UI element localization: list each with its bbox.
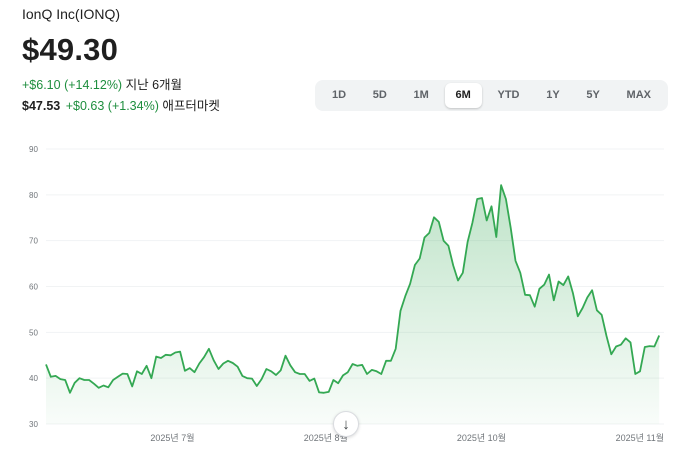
x-tick-label: 2025년 11월 xyxy=(616,432,664,443)
y-tick-label: 70 xyxy=(29,237,38,246)
tab-5d[interactable]: 5D xyxy=(372,89,387,101)
tab-ytd[interactable]: YTD xyxy=(497,89,520,101)
tab-max[interactable]: MAX xyxy=(626,89,651,101)
change-period-label: 지난 6개월 xyxy=(125,78,183,92)
tab-5y[interactable]: 5Y xyxy=(586,89,600,101)
current-price: $49.30 xyxy=(22,32,119,67)
y-tick-label: 90 xyxy=(29,145,38,154)
after-hours-change: +$0.63 xyxy=(65,99,105,113)
x-tick-label: 2025년 10월 xyxy=(457,432,506,443)
y-tick-label: 50 xyxy=(29,328,38,337)
tab-1y[interactable]: 1Y xyxy=(546,89,560,101)
scroll-down-button[interactable]: ↓ xyxy=(333,411,359,437)
x-tick-label: 2025년 8월 xyxy=(304,432,348,443)
price-change-row: +$6.10 (+14.12%) 지난 6개월 xyxy=(22,74,182,93)
tab-1m[interactable]: 1M xyxy=(413,89,429,101)
price-change: +$6.10 xyxy=(22,78,61,92)
y-tick-label: 40 xyxy=(29,374,38,383)
x-tick-label: 2025년 7월 xyxy=(150,432,194,443)
after-hours-row: $47.53 +$0.63 (+1.34%) 애프터마켓 xyxy=(22,95,220,114)
tab-6m[interactable]: 6M xyxy=(444,83,482,108)
y-tick-label: 30 xyxy=(29,420,38,429)
tab-1d[interactable]: 1D xyxy=(332,89,347,101)
price-series-line xyxy=(45,184,661,394)
after-hours-label: 애프터마켓 xyxy=(162,99,220,113)
y-tick-label: 80 xyxy=(29,191,38,200)
stock-title: IonQ Inc(IONQ) xyxy=(22,6,121,22)
arrow-down-icon: ↓ xyxy=(342,415,350,433)
y-tick-label: 60 xyxy=(29,283,38,292)
time-range-tabs: 1D 5D 1M 6M YTD 1Y 5Y MAX xyxy=(315,80,668,111)
price-change-percent: (+14.12%) xyxy=(64,78,123,92)
after-hours-price: $47.53 xyxy=(22,99,61,113)
after-hours-change-percent: (+1.34%) xyxy=(107,99,159,113)
price-area-fill xyxy=(46,185,660,424)
